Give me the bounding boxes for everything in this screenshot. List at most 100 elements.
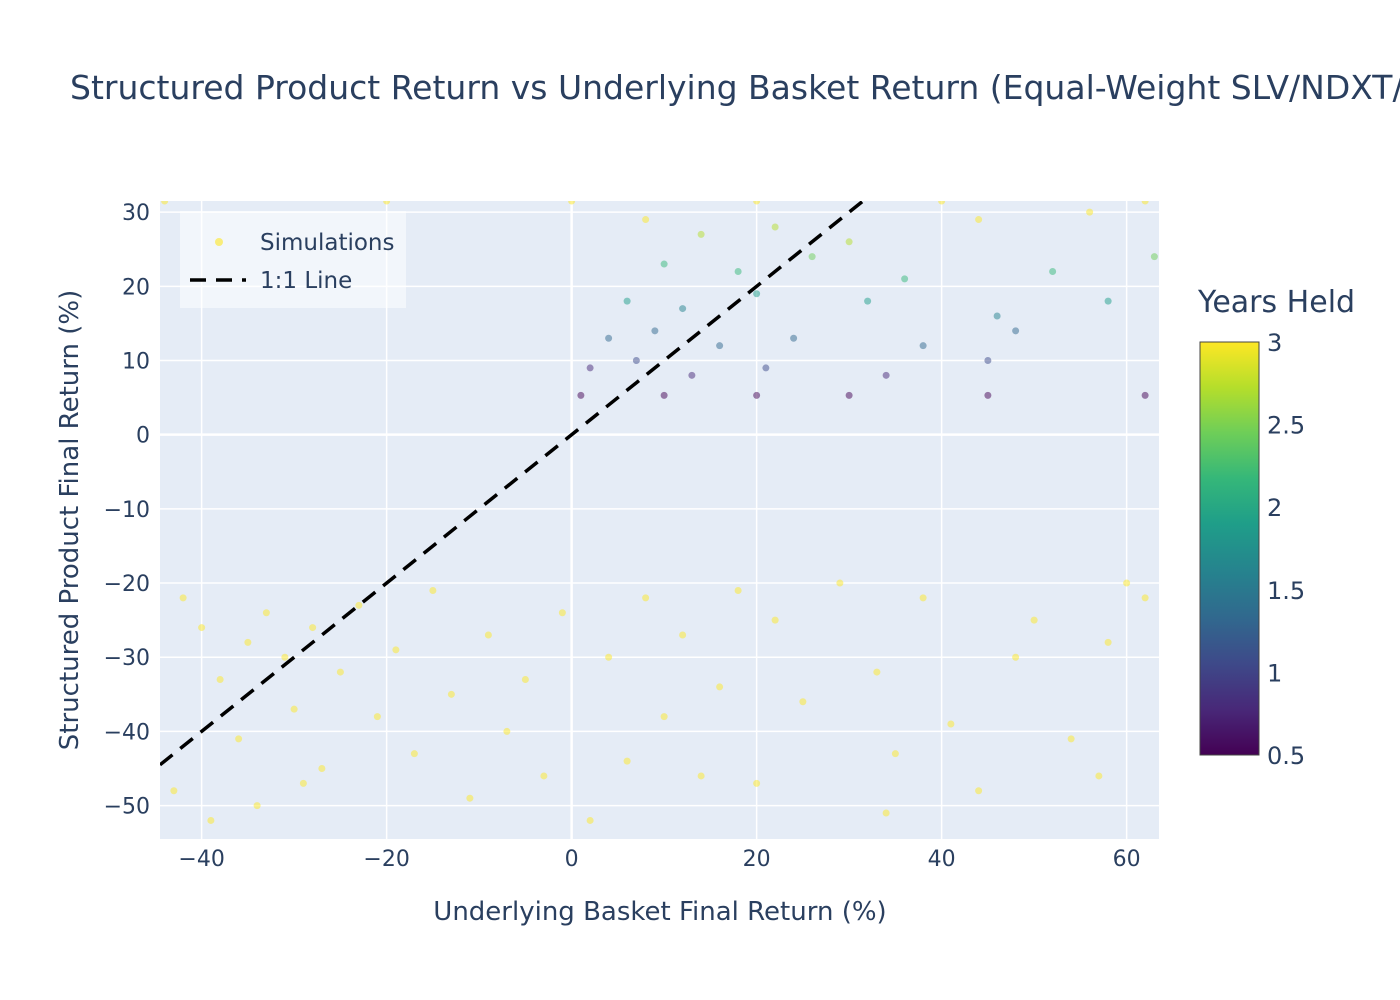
- scatter-point: [290, 705, 298, 713]
- scatter-point: [660, 391, 668, 399]
- colorbar-tick-label: 3: [1267, 329, 1282, 357]
- scatter-point: [1012, 327, 1020, 335]
- colorbar-tick-label: 2: [1267, 494, 1282, 522]
- scatter-point: [660, 260, 668, 268]
- x-tick-label: −40: [178, 847, 224, 872]
- scatter-point: [568, 201, 576, 205]
- scatter-point: [484, 631, 492, 639]
- scatter-point: [938, 201, 946, 205]
- scatter-point: [993, 312, 1001, 320]
- scatter-point: [660, 713, 668, 721]
- x-tick-label: 40: [928, 847, 956, 872]
- scatter-point: [697, 772, 705, 780]
- scatter-point: [1123, 579, 1131, 587]
- scatter-point: [1104, 638, 1112, 646]
- legend-label-simulations: Simulations: [260, 230, 395, 256]
- scatter-point: [771, 223, 779, 231]
- scatter-point: [1141, 201, 1149, 205]
- scatter-point: [642, 594, 650, 602]
- scatter-point: [901, 275, 909, 283]
- y-axis-title: Structured Product Final Return (%): [55, 290, 85, 750]
- scatter-point: [845, 238, 853, 246]
- scatter-point: [1141, 594, 1149, 602]
- y-tick-label: 30: [122, 201, 150, 226]
- scatter-point: [771, 616, 779, 624]
- scatter-point: [503, 727, 511, 735]
- scatter-point: [1030, 616, 1038, 624]
- y-tick-label: −40: [104, 720, 150, 745]
- scatter-point: [1141, 391, 1149, 399]
- scatter-point: [753, 201, 761, 205]
- scatter-point: [216, 676, 224, 683]
- colorbar-title: Years Held: [1197, 285, 1355, 320]
- scatter-point: [734, 267, 742, 275]
- scatter-point: [1086, 208, 1094, 216]
- scatter-point: [799, 698, 807, 706]
- legend-marker-simulations: [215, 238, 223, 246]
- scatter-point: [753, 391, 761, 399]
- colorbar: Years Held 0.5 1 1.5 2 2.5 3: [1197, 285, 1355, 770]
- scatter-point: [716, 683, 724, 691]
- scatter-point: [373, 713, 381, 721]
- scatter-point: [466, 794, 474, 802]
- scatter-point: [410, 750, 418, 758]
- scatter-point: [882, 371, 890, 379]
- scatter-point: [383, 201, 391, 205]
- scatter-point: [697, 230, 705, 238]
- scatter-point: [1049, 267, 1057, 275]
- legend-box: [180, 211, 406, 308]
- scatter-point: [836, 579, 844, 587]
- scatter-point: [651, 327, 659, 335]
- scatter-point: [919, 342, 927, 350]
- scatter-point: [679, 305, 687, 313]
- x-axis-title: Underlying Basket Final Return (%): [433, 897, 886, 927]
- scatter-point: [336, 668, 344, 676]
- scatter-point: [558, 609, 566, 617]
- scatter-points: [161, 201, 1158, 824]
- scatter-point: [891, 750, 899, 758]
- scatter-point: [734, 586, 742, 594]
- scatter-point: [262, 609, 270, 617]
- scatter-point: [984, 391, 992, 399]
- y-tick-label: −50: [104, 795, 150, 820]
- scatter-point: [1150, 253, 1158, 261]
- scatter-point: [919, 594, 927, 602]
- x-tick-label: 0: [565, 847, 579, 872]
- colorbar-gradient: [1199, 341, 1260, 756]
- y-tick-label: 10: [122, 350, 150, 375]
- scatter-point: [716, 342, 724, 350]
- scatter-point: [244, 638, 252, 646]
- legend-label-line: 1:1 Line: [260, 268, 352, 294]
- scatter-point: [947, 720, 955, 728]
- scatter-point: [170, 787, 178, 795]
- scatter-point: [309, 624, 317, 632]
- legend[interactable]: Simulations 1:1 Line: [180, 211, 406, 308]
- scatter-point: [1067, 735, 1075, 743]
- colorbar-tick-label: 0.5: [1267, 742, 1305, 770]
- scatter-point: [679, 631, 687, 639]
- scatter-point: [281, 653, 289, 661]
- y-axis-ticks: −50 −40 −30 −20 −10 0 10 20 30: [104, 201, 150, 819]
- scatter-point: [882, 809, 890, 817]
- scatter-point: [762, 364, 770, 372]
- scatter-point: [521, 676, 529, 683]
- scatter-point: [392, 646, 400, 654]
- scatter-point: [1012, 653, 1020, 661]
- y-tick-label: 0: [136, 424, 150, 449]
- x-tick-label: 60: [1113, 847, 1141, 872]
- scatter-point: [355, 601, 363, 609]
- x-axis-ticks: −40 −20 0 20 40 60: [178, 847, 1140, 872]
- y-tick-label: −10: [104, 498, 150, 523]
- scatter-point: [447, 690, 455, 698]
- scatter-point: [975, 216, 983, 224]
- scatter-point: [318, 765, 326, 773]
- y-tick-label: −30: [104, 646, 150, 671]
- scatter-point: [1095, 772, 1103, 780]
- scatter-point: [975, 787, 983, 795]
- colorbar-tick-label: 1: [1267, 659, 1282, 687]
- scatter-point: [235, 735, 243, 743]
- scatter-point: [586, 364, 594, 372]
- scatter-point: [198, 624, 206, 632]
- scatter-point: [864, 297, 872, 305]
